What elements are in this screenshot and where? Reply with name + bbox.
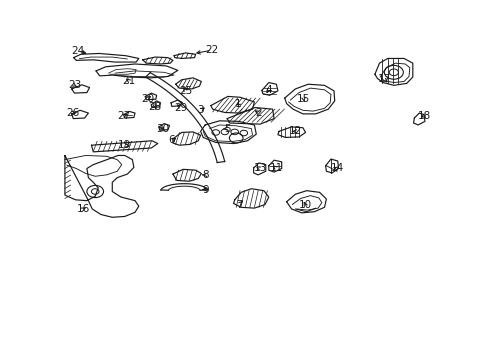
Text: 6: 6 — [168, 135, 175, 145]
Text: 29: 29 — [174, 103, 187, 113]
Text: 2: 2 — [255, 108, 262, 118]
Text: 26: 26 — [66, 108, 79, 118]
Text: 23: 23 — [68, 80, 81, 90]
Text: 1: 1 — [235, 99, 241, 109]
Text: 12: 12 — [288, 126, 301, 136]
Text: 9: 9 — [202, 185, 209, 194]
Text: 4: 4 — [265, 85, 271, 95]
Text: 22: 22 — [205, 45, 218, 55]
Text: 21: 21 — [122, 76, 135, 86]
Text: 10: 10 — [298, 201, 311, 210]
Text: 25: 25 — [179, 86, 192, 96]
Text: 15: 15 — [296, 94, 310, 104]
Text: 8: 8 — [202, 170, 209, 180]
Text: 7: 7 — [235, 199, 242, 210]
Text: 3: 3 — [197, 105, 203, 115]
Text: 19: 19 — [118, 140, 131, 150]
Text: 27: 27 — [117, 111, 130, 121]
Text: 11: 11 — [269, 163, 283, 174]
Text: 30: 30 — [156, 123, 169, 134]
Text: 18: 18 — [417, 111, 430, 121]
Text: 24: 24 — [71, 46, 84, 56]
Text: 28: 28 — [148, 102, 162, 112]
Text: 20: 20 — [141, 94, 154, 104]
Text: 17: 17 — [377, 74, 390, 84]
Text: 16: 16 — [76, 204, 89, 214]
Text: 14: 14 — [330, 163, 343, 174]
Text: 5: 5 — [224, 123, 230, 134]
Text: 13: 13 — [253, 163, 266, 174]
